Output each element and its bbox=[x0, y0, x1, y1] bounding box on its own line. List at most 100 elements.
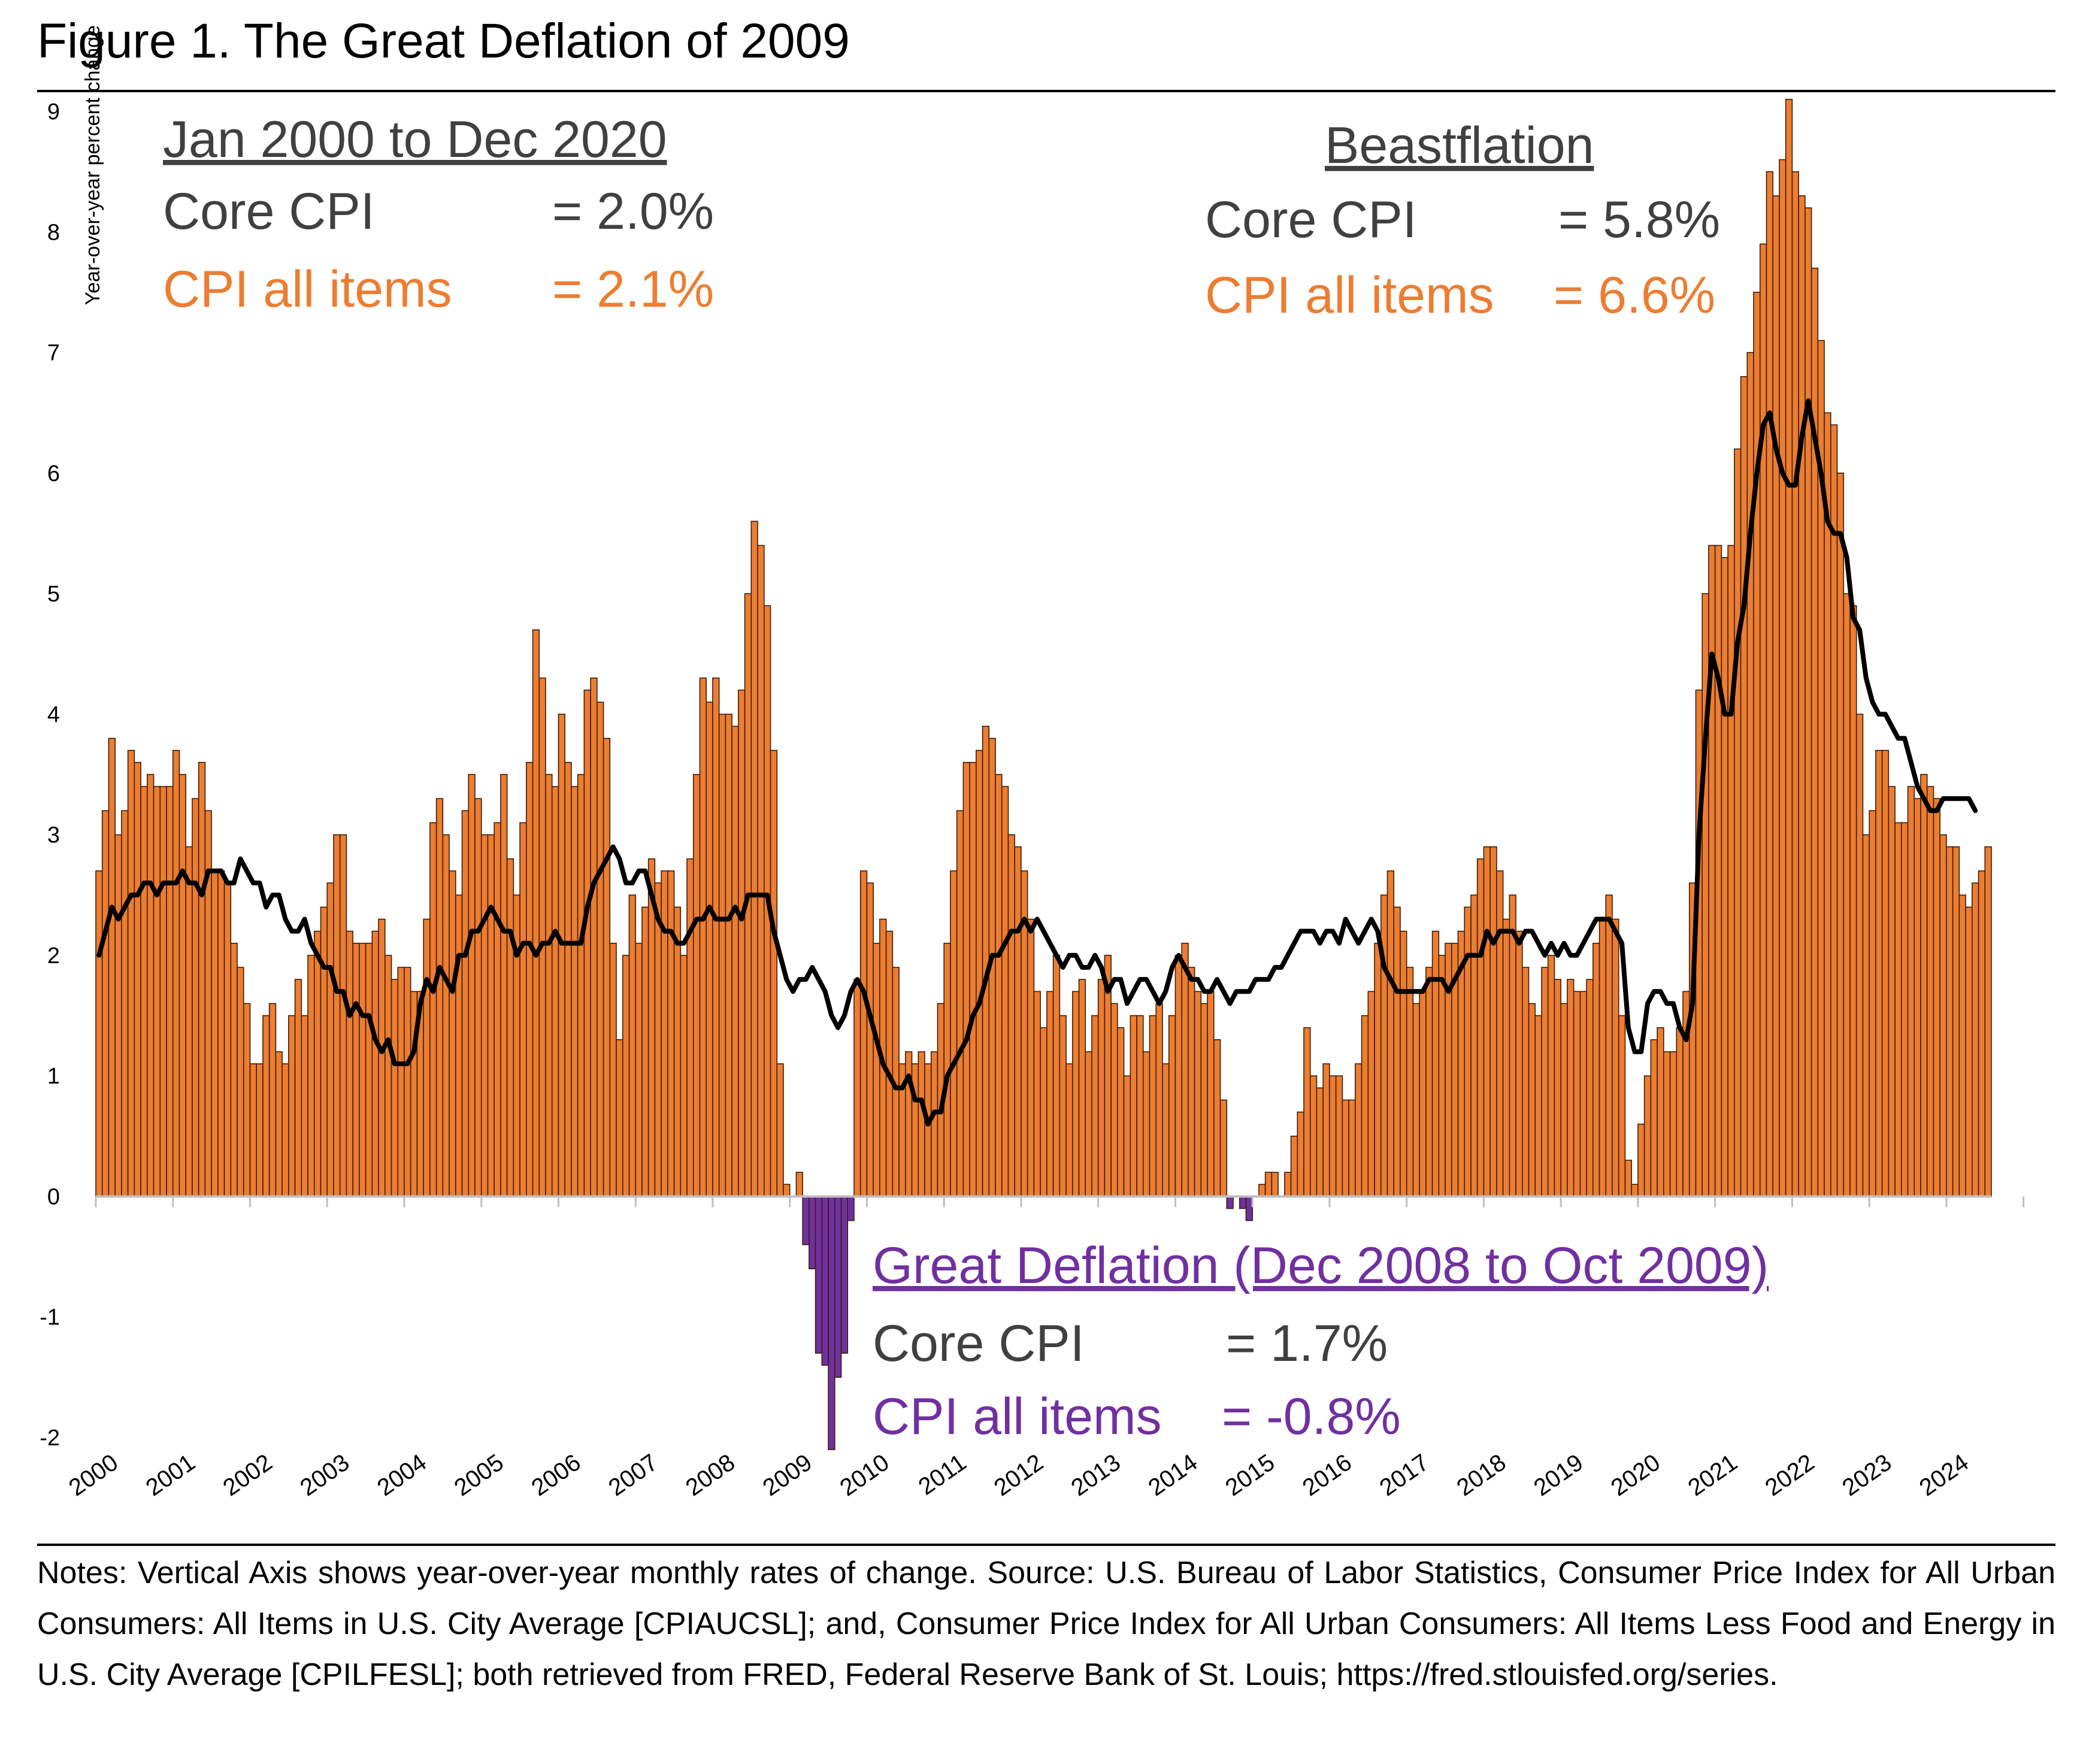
cpi-bar bbox=[1855, 713, 1864, 1197]
cpi-bar bbox=[622, 955, 630, 1197]
cpi-bar bbox=[1965, 906, 1973, 1197]
cpi-bar bbox=[1335, 1075, 1343, 1197]
cpi-bar bbox=[1290, 1136, 1298, 1197]
cpi-bar bbox=[532, 629, 540, 1197]
cpi-bar bbox=[718, 713, 726, 1197]
cpi-bar bbox=[918, 1051, 925, 1197]
cpi-bar bbox=[1676, 1027, 1684, 1197]
period3-heading: Great Deflation (Dec 2008 to Oct 2009) bbox=[873, 1237, 1769, 1294]
cpi-bar bbox=[1483, 846, 1491, 1197]
cpi-bar bbox=[1393, 906, 1401, 1197]
cpi-bar bbox=[609, 942, 617, 1197]
cpi-bar bbox=[249, 1063, 258, 1197]
cpi-bar bbox=[692, 774, 701, 1197]
cpi-bar bbox=[198, 762, 206, 1197]
cpi-bar bbox=[127, 749, 135, 1197]
cpi-bar bbox=[1759, 243, 1767, 1197]
cpi-bar bbox=[1438, 955, 1446, 1197]
cpi-bar bbox=[1431, 930, 1440, 1197]
cpi-bar bbox=[140, 786, 148, 1197]
cpi-bar bbox=[320, 906, 328, 1197]
cpi-bar bbox=[1901, 822, 1909, 1197]
x-tick-label: 2006 bbox=[527, 1449, 586, 1501]
notes: Notes: Vertical Axis shows year-over-yea… bbox=[37, 1556, 2055, 1692]
cpi-bar bbox=[577, 774, 585, 1197]
cpi-bar bbox=[635, 942, 643, 1197]
cpi-bar bbox=[783, 1184, 791, 1197]
cpi-bar bbox=[442, 834, 450, 1197]
cpi-bar bbox=[339, 834, 347, 1197]
period3-all-value: = -0.8% bbox=[1222, 1388, 1401, 1445]
cpi-bar bbox=[1663, 1051, 1671, 1197]
cpi-bar bbox=[982, 725, 990, 1197]
cpi-bar bbox=[616, 1039, 623, 1197]
notes-rule bbox=[37, 1544, 2055, 1546]
cpi-bar bbox=[1830, 424, 1838, 1197]
deflation-bar bbox=[809, 1196, 816, 1270]
cpi-bar bbox=[1033, 991, 1041, 1197]
cpi-bar bbox=[1541, 967, 1549, 1197]
cpi-bar bbox=[281, 1063, 289, 1197]
x-tick-label: 2023 bbox=[1837, 1449, 1896, 1501]
cpi-bar bbox=[326, 882, 334, 1197]
deflation-bar bbox=[1239, 1196, 1247, 1209]
cpi-bar bbox=[114, 834, 122, 1197]
cpi-bar bbox=[1123, 1075, 1131, 1197]
cpi-bar bbox=[204, 810, 212, 1197]
cpi-bar bbox=[641, 906, 649, 1197]
x-tick-label: 2012 bbox=[989, 1449, 1048, 1501]
cpi-bar bbox=[1914, 798, 1921, 1197]
cpi-bar bbox=[185, 846, 193, 1197]
y-tick-label: 0 bbox=[47, 1184, 60, 1209]
cpi-bar bbox=[628, 894, 637, 1197]
cpi-bar bbox=[1342, 1099, 1349, 1197]
cpi-bar bbox=[859, 870, 868, 1197]
cpi-bar bbox=[1136, 1015, 1144, 1197]
period2-all-value: = 6.6% bbox=[1554, 267, 1715, 324]
cpi-bar bbox=[1579, 991, 1587, 1197]
y-tick-label: 5 bbox=[47, 582, 60, 607]
cpi-bar bbox=[384, 955, 392, 1197]
cpi-bar bbox=[699, 677, 707, 1197]
cpi-bar bbox=[1528, 1003, 1536, 1197]
cpi-bar bbox=[1085, 1051, 1092, 1197]
period3-core-value: = 1.7% bbox=[1226, 1315, 1388, 1372]
cpi-bar bbox=[924, 1063, 932, 1197]
x-tick-label: 2011 bbox=[914, 1449, 971, 1500]
cpi-bar bbox=[1862, 834, 1870, 1197]
cpi-bar bbox=[1714, 544, 1722, 1197]
cpi-bar bbox=[1522, 967, 1530, 1197]
cpi-bar bbox=[333, 834, 341, 1197]
cpi-bar bbox=[449, 870, 456, 1197]
cpi-bar bbox=[1894, 822, 1902, 1197]
cpi-bar bbox=[1586, 979, 1594, 1197]
cpi-bar bbox=[461, 810, 470, 1197]
cpi-bar bbox=[1933, 798, 1940, 1197]
cpi-bar bbox=[1515, 930, 1523, 1197]
cpi-bar bbox=[1168, 1015, 1176, 1197]
x-tick-label: 2002 bbox=[219, 1449, 277, 1501]
cpi-bar bbox=[661, 870, 668, 1197]
cpi-bar bbox=[1110, 1003, 1118, 1197]
cpi-bar bbox=[487, 834, 495, 1197]
cpi-bar bbox=[1213, 1039, 1221, 1197]
cpi-bar bbox=[1149, 1015, 1157, 1197]
cpi-bar bbox=[1219, 1099, 1228, 1197]
annotation-period2: Beastflation Core CPI = 5.8% CPI all ite… bbox=[1205, 117, 1720, 324]
y-tick-label: -2 bbox=[40, 1426, 60, 1451]
period2-core-label: Core CPI bbox=[1205, 191, 1417, 249]
cpi-bar bbox=[1605, 894, 1613, 1197]
cpi-bar bbox=[1181, 942, 1189, 1197]
cpi-bar bbox=[1978, 870, 1986, 1197]
x-tick-label: 2021 bbox=[1684, 1449, 1742, 1501]
cpi-bar bbox=[429, 822, 437, 1197]
deflation-bar bbox=[840, 1196, 849, 1354]
x-tick-label: 2008 bbox=[681, 1449, 740, 1501]
cpi-bar bbox=[101, 810, 110, 1197]
cpi-bar bbox=[243, 1003, 251, 1197]
cpi-bar bbox=[480, 834, 489, 1197]
period3-all-label: CPI all items bbox=[873, 1388, 1162, 1445]
cpi-bar bbox=[564, 762, 572, 1197]
cpi-bar bbox=[313, 930, 322, 1197]
